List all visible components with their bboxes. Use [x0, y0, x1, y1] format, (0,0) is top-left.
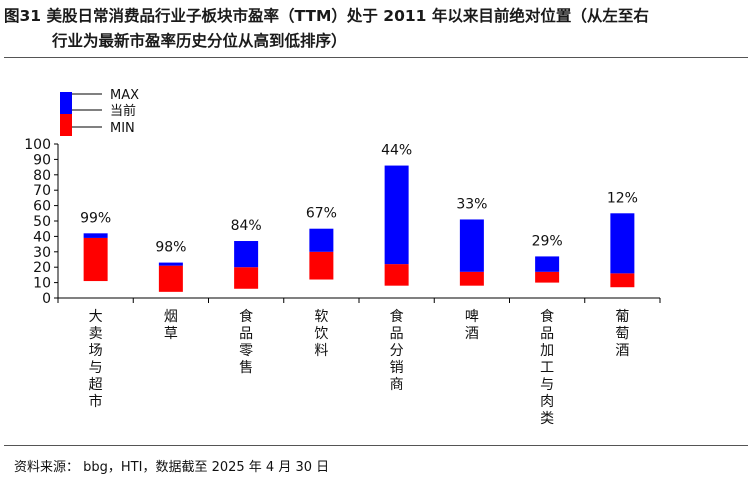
bar-min-to-current — [384, 264, 409, 286]
y-tick-label: 0 — [42, 291, 51, 305]
bar-current-to-max — [158, 262, 183, 266]
data-label: 33% — [456, 196, 487, 212]
y-tick-label: 90 — [33, 152, 51, 168]
bar-min-to-current — [459, 271, 484, 286]
x-category-label: 食品加工与肉类 — [540, 309, 555, 427]
legend-swatch-max — [60, 92, 72, 114]
y-tick-label: 30 — [33, 245, 51, 261]
x-category-label: 烟草 — [163, 309, 178, 342]
y-tick-label: 20 — [33, 260, 51, 276]
legend-label: 当前 — [110, 103, 136, 119]
x-category-label: 软饮料 — [314, 309, 329, 359]
bar-current-to-max — [610, 213, 635, 274]
y-tick-label: 80 — [33, 168, 51, 184]
data-label: 99% — [80, 210, 111, 226]
x-category-label: 食品分销商 — [389, 309, 404, 393]
bar-min-to-current — [83, 237, 108, 282]
data-label: 12% — [607, 190, 638, 206]
y-tick-label: 50 — [33, 214, 51, 230]
top-rule — [4, 57, 748, 58]
bar-current-to-max — [234, 241, 259, 268]
x-category-label: 大卖场与超市 — [88, 309, 103, 410]
y-tick-label: 60 — [33, 199, 51, 215]
data-label: 98% — [155, 240, 186, 256]
figure-title-line1: 图31 美股日常消费品行业子板块市盈率（TTM）处于 2011 年以来目前绝对位… — [4, 7, 649, 25]
bottom-rule — [4, 445, 748, 446]
data-label: 84% — [231, 218, 262, 234]
source-note: 资料来源： bbg，HTI，数据截至 2025 年 4 月 30 日 — [14, 460, 330, 475]
data-label: 29% — [532, 233, 563, 249]
y-tick-label: 100 — [24, 137, 51, 153]
legend-label: MAX — [110, 88, 139, 103]
x-category-label: 啤酒 — [464, 309, 479, 342]
bar-current-to-max — [309, 228, 334, 252]
bar-current-to-max — [459, 219, 484, 272]
bar-current-to-max — [384, 165, 409, 265]
x-category-label: 葡萄酒 — [615, 309, 630, 359]
bar-min-to-current — [610, 273, 635, 288]
y-tick-label: 10 — [33, 276, 51, 292]
data-label: 67% — [306, 206, 337, 222]
y-tick-label: 40 — [33, 229, 51, 245]
bar-min-to-current — [158, 265, 183, 292]
legend-swatch-min — [60, 114, 72, 136]
data-label: 44% — [381, 143, 412, 159]
y-tick-label: 70 — [33, 183, 51, 199]
x-category-label: 食品零售 — [239, 309, 254, 376]
bar-min-to-current — [535, 271, 560, 283]
bar-current-to-max — [83, 233, 108, 238]
bar-current-to-max — [535, 256, 560, 272]
figure-title-line2: 行业为最新市盈率历史分位从高到低排序） — [52, 32, 347, 50]
figure-title: 图31 美股日常消费品行业子板块市盈率（TTM）处于 2011 年以来目前绝对位… — [4, 4, 749, 54]
bar-min-to-current — [234, 267, 259, 289]
legend-label: MIN — [110, 121, 135, 136]
bar-min-to-current — [309, 251, 334, 280]
